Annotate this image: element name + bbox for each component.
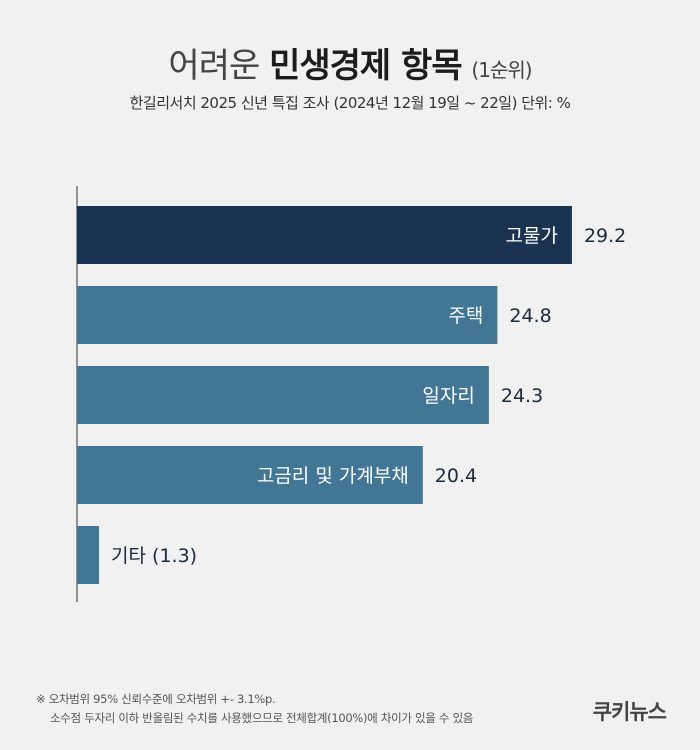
category-label-2: 주택 — [448, 305, 483, 327]
bar-5 — [77, 526, 100, 584]
footnote-line-1: ※ 오차범위 95% 신뢰수준에 오차범위 +- 3.1%p. — [36, 692, 276, 706]
category-label-3: 일자리 — [422, 385, 474, 407]
title-light: 어려운 — [168, 46, 260, 86]
bar-3 — [77, 366, 489, 424]
value-label-5: 기타 (1.3) — [111, 545, 197, 567]
brand-logo: 쿠키뉴스 — [592, 700, 667, 724]
value-label-1: 29.2 — [584, 225, 626, 247]
chart-title: 어려운 민생경제 항목 (1순위) — [0, 38, 700, 87]
bar-4 — [77, 446, 423, 504]
bar-chart: 고물가 29.2 주택 24.8 일자리 24.3 고금리 및 가계부채 20.4 기타 (1.… — [76, 186, 626, 602]
category-label-4: 고금리 및 가계부채 — [257, 465, 409, 487]
title-suffix: (1순위) — [471, 58, 532, 82]
category-label-1: 고물가 — [505, 225, 557, 247]
bar-2 — [77, 286, 498, 344]
footnote-line-2: 소수점 두자리 이하 반올림된 수치를 사용했으므로 전체합계(100%)에 차… — [50, 711, 474, 725]
value-label-2: 24.8 — [509, 305, 551, 327]
value-label-3: 24.3 — [501, 385, 543, 407]
title-bold: 민생경제 항목 — [269, 46, 463, 86]
footnote: ※ 오차범위 95% 신뢰수준에 오차범위 +- 3.1%p. 소수점 두자리 … — [36, 690, 473, 728]
bar-1 — [77, 206, 572, 264]
value-label-4: 20.4 — [435, 465, 477, 487]
chart-subtitle: 한길리서치 2025 신년 특집 조사 (2024년 12월 19일 ~ 22일… — [129, 94, 571, 112]
